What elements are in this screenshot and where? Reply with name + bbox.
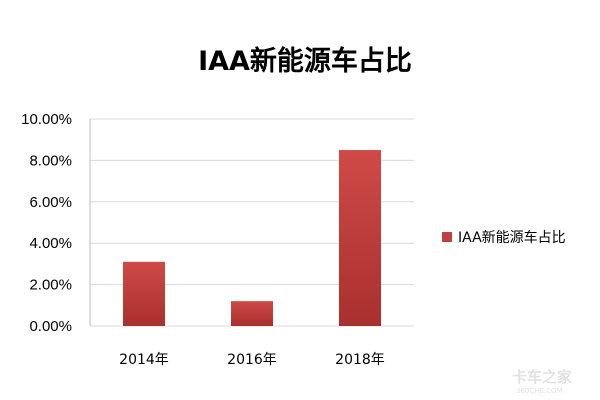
bars (123, 150, 381, 326)
watermark-main: 卡车之家 (512, 368, 572, 386)
bar-2014年 (123, 261, 165, 326)
legend-label: IAA新能源车占比 (458, 229, 566, 246)
y-tick-label: 8.00% (29, 152, 72, 169)
legend-swatch (442, 232, 452, 242)
bar-2018年 (339, 150, 381, 326)
chart-title: IAA新能源车占比 (198, 45, 412, 77)
x-tick-label: 2018年 (335, 352, 385, 368)
watermark: 卡车之家 360CHE.COM (512, 368, 572, 395)
y-tick-label: 2.00% (29, 277, 72, 294)
x-tick-label: 2016年 (227, 352, 277, 368)
x-tick-label: 2014年 (119, 352, 169, 368)
y-axis-ticks: 0.00% 2.00% 4.00% 6.00% 8.00% 10.00% (21, 111, 72, 335)
x-axis-labels: 2014年 2016年 2018年 (119, 352, 385, 368)
y-tick-label: 10.00% (21, 111, 72, 128)
watermark-sub: 360CHE.COM (516, 387, 563, 395)
y-tick-label: 0.00% (29, 318, 72, 335)
legend: IAA新能源车占比 (442, 229, 566, 246)
y-tick-label: 4.00% (29, 235, 72, 252)
bar-2016年 (231, 301, 273, 326)
y-tick-label: 6.00% (29, 194, 72, 211)
